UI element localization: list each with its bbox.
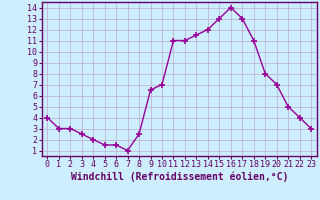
X-axis label: Windchill (Refroidissement éolien,°C): Windchill (Refroidissement éolien,°C) bbox=[70, 172, 288, 182]
